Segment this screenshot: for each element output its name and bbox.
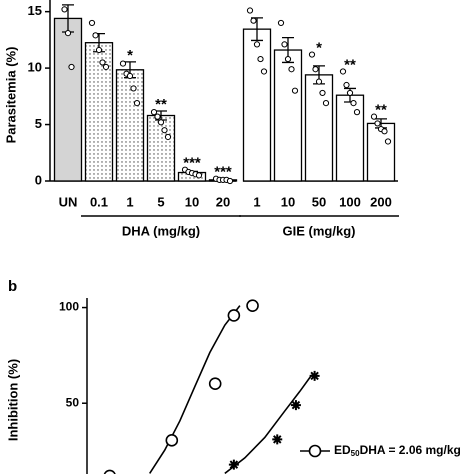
significance-mark: ** [375,102,387,119]
data-point [226,177,234,185]
data-point [290,400,301,411]
data-point [277,19,285,27]
legend-marker [308,444,322,458]
x-tick-label: 1 [126,194,133,209]
data-point [381,128,388,135]
bar [53,17,83,182]
data-point [227,309,241,322]
x-tick-label: 20 [216,194,230,209]
data-point [253,41,261,48]
data-point [272,434,283,445]
x-tick-label: 0.1 [90,194,108,209]
data-point [353,109,361,116]
bar [335,94,365,182]
data-point [250,17,257,24]
significance-mark: * [127,47,133,64]
bar [273,49,303,182]
data-point [164,133,172,141]
bar [84,42,114,182]
data-point [281,41,288,48]
bar [115,69,145,182]
data-point [339,68,347,75]
data-point [308,51,316,58]
data-point [95,46,103,54]
data-point [374,120,381,127]
y-tick-label: 100 [59,300,79,314]
x-tick-label: 5 [157,194,164,209]
data-point [346,89,354,97]
data-point [68,63,75,71]
data-point [312,66,319,73]
data-point [309,370,320,381]
data-point [103,469,116,474]
data-point [126,72,134,80]
bar [242,28,272,182]
data-point [161,127,168,134]
fit-curve [224,374,313,474]
data-point [133,99,141,107]
legend-text: DHA = 2.06 mg/kg [360,443,461,457]
data-point [165,434,179,447]
y-tick-label: 10 [28,60,42,75]
data-point [154,113,161,120]
data-point [61,6,68,13]
data-point [291,87,299,94]
y-tick-label: 0 [35,172,42,187]
x-tick-label: UN [59,194,78,209]
bar [304,74,334,182]
x-tick-label: 100 [339,194,361,209]
group-label: GIE (mg/kg) [283,223,356,238]
data-point [130,85,137,92]
y-tick-label: 50 [66,395,80,409]
data-point [99,59,106,66]
data-point [119,60,127,67]
bar [366,122,396,182]
y-tick-label: 15 [28,3,42,18]
panel-label: b [8,278,17,295]
significance-mark: ** [344,56,356,73]
legend-label: ED50DHA = 2.06 mg/kg [334,443,461,458]
data-point [284,55,292,63]
y-axis-label: Parasitemia (%) [3,47,18,144]
data-point [157,119,165,126]
data-point [195,172,203,179]
data-point [92,32,99,39]
y-axis-label: Inhibition (%) [5,359,20,441]
data-point [150,109,158,116]
data-point [88,19,96,27]
x-tick-label: 50 [312,194,326,209]
data-point [246,299,259,312]
significance-mark: ** [155,96,167,113]
data-point [350,99,357,107]
data-point [319,89,326,97]
data-point [322,99,330,107]
legend-text: ED [334,443,351,457]
significance-mark: *** [214,164,232,181]
data-point [208,377,222,391]
group-label: DHA (mg/kg) [122,223,200,238]
data-point [246,7,254,14]
data-point [343,81,350,89]
data-point [102,63,110,71]
data-point [260,68,268,75]
x-tick-label: 1 [253,194,260,209]
significance-mark: * [316,40,322,57]
x-tick-label: 10 [281,194,295,209]
significance-mark: *** [183,155,201,172]
data-point [288,66,295,73]
data-point [257,55,264,63]
x-tick-label: 200 [370,194,392,209]
x-tick-label: 10 [185,194,199,209]
data-point [370,113,378,120]
fit-curve [149,305,241,474]
legend-text: 50 [351,449,360,458]
data-point [315,78,323,85]
y-tick-label: 5 [35,116,42,131]
data-point [64,29,72,37]
data-point [384,138,392,145]
data-point [228,459,239,470]
